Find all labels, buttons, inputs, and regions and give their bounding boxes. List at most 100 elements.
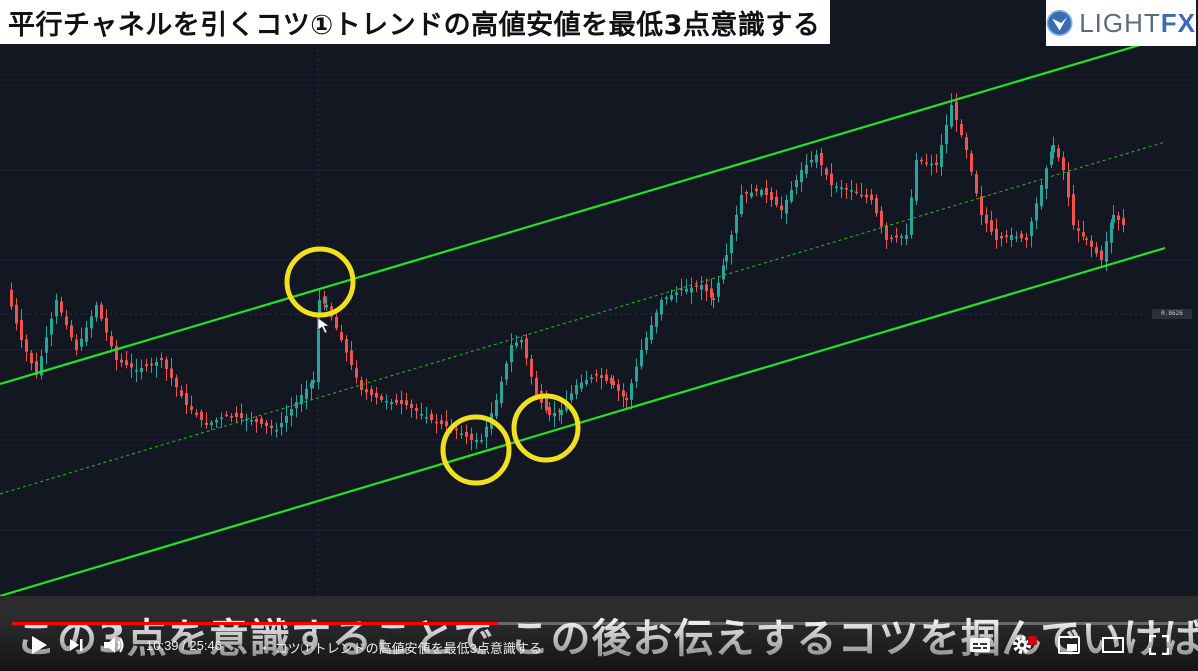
candle-body: [395, 399, 398, 403]
candle-body: [415, 407, 418, 411]
candle-body: [830, 173, 833, 185]
candle-body: [1000, 236, 1003, 239]
candle-body: [1085, 238, 1088, 241]
candle-body: [280, 423, 283, 427]
lightfx-logo: LIGHTFX: [1046, 0, 1196, 46]
candle-body: [310, 382, 313, 389]
progress-bar[interactable]: [12, 622, 1188, 625]
candle-body: [860, 194, 863, 197]
candle-body: [815, 155, 818, 163]
candle-body: [500, 381, 503, 404]
candle-body: [215, 420, 218, 423]
candle-body: [935, 162, 938, 165]
miniplayer-button[interactable]: [1054, 630, 1084, 660]
candle-body: [380, 396, 383, 400]
volume-button[interactable]: [100, 630, 130, 660]
candle-body: [240, 413, 243, 418]
candle-body: [510, 345, 513, 363]
candle-body: [990, 220, 993, 232]
candle-body: [548, 407, 551, 415]
candle-body: [710, 288, 713, 298]
candle-body: [740, 195, 743, 215]
settings-button[interactable]: [1008, 630, 1036, 660]
candle-body: [105, 318, 108, 333]
candlestick-chart: [0, 34, 1198, 596]
chapter-title[interactable]: ・ コツ①トレンドの高値安値を最低3点意識する: [258, 641, 542, 656]
candle-body: [895, 235, 898, 238]
candle-body: [1122, 218, 1125, 225]
candle-body: [905, 235, 908, 239]
candle-body: [420, 414, 423, 416]
candle-body: [820, 152, 823, 165]
lightfx-logo-text: LIGHTFX: [1079, 7, 1196, 38]
candle-body: [915, 160, 918, 201]
candle-body: [515, 342, 518, 346]
candle-body: [840, 187, 843, 189]
candle-body: [695, 285, 698, 287]
highlight-circle-high: [284, 246, 356, 318]
candle-body: [170, 368, 173, 378]
candle-body: [890, 237, 893, 239]
candle-body: [885, 225, 888, 240]
candle-body: [622, 390, 625, 397]
candle-body: [1045, 168, 1048, 189]
candle-body: [375, 393, 378, 398]
candle-body: [185, 393, 188, 405]
candle-body: [495, 400, 498, 417]
candle-body: [775, 196, 778, 205]
candle-body: [612, 380, 615, 385]
candle-body: [475, 440, 478, 442]
candle-body: [40, 356, 43, 376]
candle-body: [290, 409, 293, 416]
candle-body: [220, 417, 223, 419]
candle-body: [535, 377, 538, 395]
play-icon: [32, 636, 47, 654]
candle-body: [1117, 215, 1120, 220]
subtitles-button[interactable]: [966, 630, 994, 660]
candle-body: [1015, 236, 1018, 239]
candle-body: [670, 295, 673, 300]
candle-body: [855, 191, 858, 193]
candle-body: [750, 192, 753, 197]
candle-body: [130, 363, 133, 368]
candle-body: [1020, 233, 1023, 239]
candle-body: [712, 298, 715, 300]
candle-body: [360, 380, 363, 390]
candle-body: [717, 282, 720, 297]
candle-body: [660, 300, 663, 315]
candle-body: [15, 304, 18, 324]
candle-body: [805, 165, 808, 174]
candle-body: [318, 300, 321, 313]
candle-body: [370, 389, 373, 395]
candle-body: [950, 105, 953, 127]
title-banner-text: 平行チャネルを引くコツ①トレンドの高値安値を最低3点意識する: [8, 9, 821, 41]
candle-body: [1090, 240, 1093, 247]
candle-body: [570, 393, 573, 401]
candle-body: [323, 296, 326, 304]
candle-body: [90, 316, 93, 329]
candle-body: [465, 432, 468, 437]
price-tag: 0.8626: [1152, 309, 1192, 319]
candle-body: [180, 390, 183, 396]
candle-body: [115, 346, 118, 360]
candle-body: [110, 336, 113, 347]
candle-body: [1057, 148, 1060, 158]
fullscreen-button[interactable]: [1144, 630, 1174, 660]
next-button[interactable]: [64, 630, 90, 660]
title-banner: 平行チャネルを引くコツ①トレンドの高値安値を最低3点意識する: [0, 0, 831, 44]
highlight-circle-low-1: [440, 414, 512, 486]
candle-body: [985, 214, 988, 224]
candle-body: [1100, 250, 1103, 260]
candle-body: [60, 301, 63, 313]
candle-body: [575, 385, 578, 395]
play-button[interactable]: [24, 630, 54, 660]
candle-body: [355, 368, 358, 378]
candle-body: [800, 170, 803, 183]
candle-body: [365, 389, 368, 393]
theater-mode-button[interactable]: [1098, 630, 1128, 660]
candle-body: [505, 363, 508, 380]
candle-body: [75, 339, 78, 350]
candle-body: [425, 417, 428, 419]
candle-body: [50, 318, 53, 335]
